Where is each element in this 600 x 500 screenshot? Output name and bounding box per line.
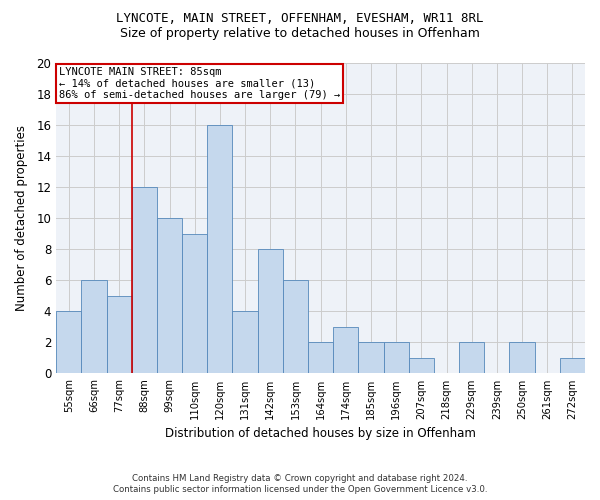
Bar <box>283 280 308 374</box>
Bar <box>82 280 107 374</box>
Bar <box>358 342 383 374</box>
Text: LYNCOTE, MAIN STREET, OFFENHAM, EVESHAM, WR11 8RL: LYNCOTE, MAIN STREET, OFFENHAM, EVESHAM,… <box>116 12 484 26</box>
Text: LYNCOTE MAIN STREET: 85sqm
← 14% of detached houses are smaller (13)
86% of semi: LYNCOTE MAIN STREET: 85sqm ← 14% of deta… <box>59 67 340 100</box>
Bar <box>157 218 182 374</box>
Text: Contains HM Land Registry data © Crown copyright and database right 2024.
Contai: Contains HM Land Registry data © Crown c… <box>113 474 487 494</box>
Bar <box>132 187 157 374</box>
Bar <box>232 311 257 374</box>
Bar <box>257 249 283 374</box>
Bar <box>182 234 207 374</box>
Bar <box>560 358 585 374</box>
Text: Size of property relative to detached houses in Offenham: Size of property relative to detached ho… <box>120 28 480 40</box>
Bar <box>409 358 434 374</box>
Bar <box>509 342 535 374</box>
Bar <box>383 342 409 374</box>
Bar <box>107 296 132 374</box>
Bar <box>333 327 358 374</box>
Bar <box>308 342 333 374</box>
Bar <box>459 342 484 374</box>
Y-axis label: Number of detached properties: Number of detached properties <box>15 125 28 311</box>
X-axis label: Distribution of detached houses by size in Offenham: Distribution of detached houses by size … <box>165 427 476 440</box>
Bar <box>56 311 82 374</box>
Bar <box>207 124 232 374</box>
